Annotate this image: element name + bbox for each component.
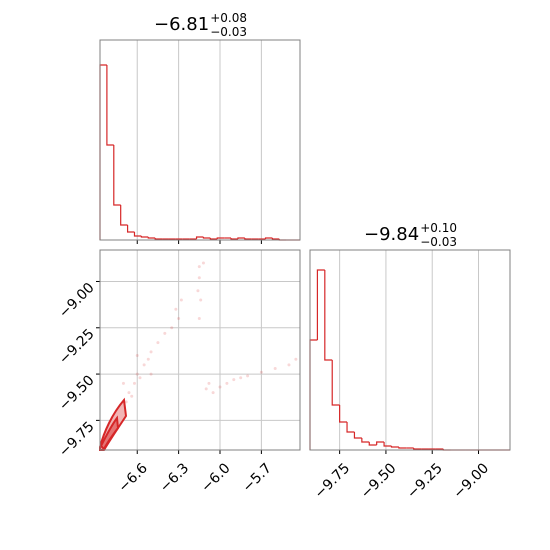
scatter-point	[142, 363, 146, 367]
histogram-step	[376, 441, 385, 445]
x-tick-label: −6.3	[157, 460, 192, 495]
scatter-point	[174, 307, 178, 311]
scatter-point	[156, 341, 160, 345]
histogram-step	[271, 238, 280, 240]
x-tick-label: −6.6	[115, 460, 150, 495]
histogram-step	[361, 438, 370, 443]
scatter-point	[246, 374, 250, 378]
scatter-point	[135, 372, 139, 376]
histogram-step	[133, 232, 142, 237]
histogram-step	[324, 270, 333, 361]
scatter-point	[135, 354, 139, 358]
scatter-point	[232, 378, 236, 382]
axes-frame	[309, 249, 511, 451]
histogram-step	[353, 432, 362, 439]
x-tick-label: −9.50	[358, 460, 400, 502]
title-lower-error: −0.03	[420, 235, 457, 249]
y-tick-label: −9.00	[56, 280, 98, 322]
histogram-step	[237, 237, 245, 239]
histogram-step	[147, 237, 156, 239]
scatter-point	[124, 400, 128, 404]
scatter-point	[130, 394, 134, 398]
scatter-point	[204, 387, 208, 391]
scatter-point	[211, 391, 215, 395]
scatter-point	[146, 357, 150, 361]
scatter-point	[197, 317, 201, 321]
scatter-point	[179, 298, 183, 302]
title-upper-error: +0.10	[420, 221, 457, 235]
histogram-step	[126, 225, 135, 233]
scatter-point	[127, 391, 131, 395]
histogram-step	[383, 442, 392, 447]
histogram-step	[331, 360, 340, 406]
histogram-step	[230, 238, 238, 240]
scatter-point	[177, 317, 181, 321]
scatter-point	[239, 376, 243, 380]
histogram-step	[244, 238, 252, 240]
axes-frame	[99, 249, 301, 451]
histogram-step	[140, 236, 149, 238]
panel-title: −9.84	[364, 224, 419, 245]
scatter-point	[121, 381, 125, 385]
histogram-step	[154, 238, 163, 240]
axes-frame	[99, 39, 301, 241]
title-upper-error: +0.08	[210, 11, 247, 25]
histogram-step	[368, 442, 377, 446]
histogram-step	[390, 446, 399, 448]
x-tick-label: −9.25	[404, 460, 446, 502]
x-tick-label: −5.7	[240, 460, 275, 495]
scatter-point	[132, 381, 136, 385]
y-tick-label: −9.25	[56, 326, 98, 368]
scatter-point	[273, 367, 277, 371]
histogram-step	[346, 422, 355, 433]
histogram-step	[202, 237, 211, 239]
scatter-point	[294, 357, 298, 361]
histogram-step	[209, 238, 218, 240]
scatter-point	[196, 289, 200, 293]
scatter-point	[287, 363, 291, 367]
histogram-step	[264, 237, 273, 239]
panel-title: −6.81	[154, 14, 209, 35]
histogram-step	[113, 145, 121, 206]
scatter-point	[163, 331, 167, 335]
scatter-point	[218, 385, 222, 389]
histogram-step	[106, 65, 114, 146]
scatter-point	[207, 381, 211, 385]
histogram-step	[120, 205, 128, 226]
histogram-step	[316, 269, 325, 340]
histogram-step	[413, 448, 422, 450]
histogram-step	[195, 236, 204, 239]
histogram-step	[339, 405, 348, 423]
x-tick-label: −6.0	[198, 460, 233, 495]
x-tick-label: −9.00	[450, 460, 492, 502]
y-tick-label: −9.50	[56, 372, 98, 414]
scatter-point	[259, 370, 263, 374]
histogram-step	[99, 64, 107, 240]
scatter-point	[170, 326, 174, 330]
histogram-step	[309, 339, 318, 450]
scatter-point	[197, 265, 201, 269]
contour-inner	[99, 415, 120, 451]
y-tick-label: −9.75	[56, 419, 98, 461]
x-tick-label: −9.75	[312, 460, 354, 502]
scatter-point	[149, 350, 153, 354]
title-lower-error: −0.03	[210, 25, 247, 39]
scatter-point	[201, 261, 205, 265]
scatter-point	[149, 372, 153, 376]
histogram-step	[216, 237, 225, 239]
scatter-point	[138, 376, 142, 380]
scatter-point	[199, 298, 203, 302]
scatter-point	[197, 276, 201, 280]
scatter-point	[225, 381, 229, 385]
density-contours	[99, 397, 128, 451]
histogram-step	[398, 447, 407, 449]
